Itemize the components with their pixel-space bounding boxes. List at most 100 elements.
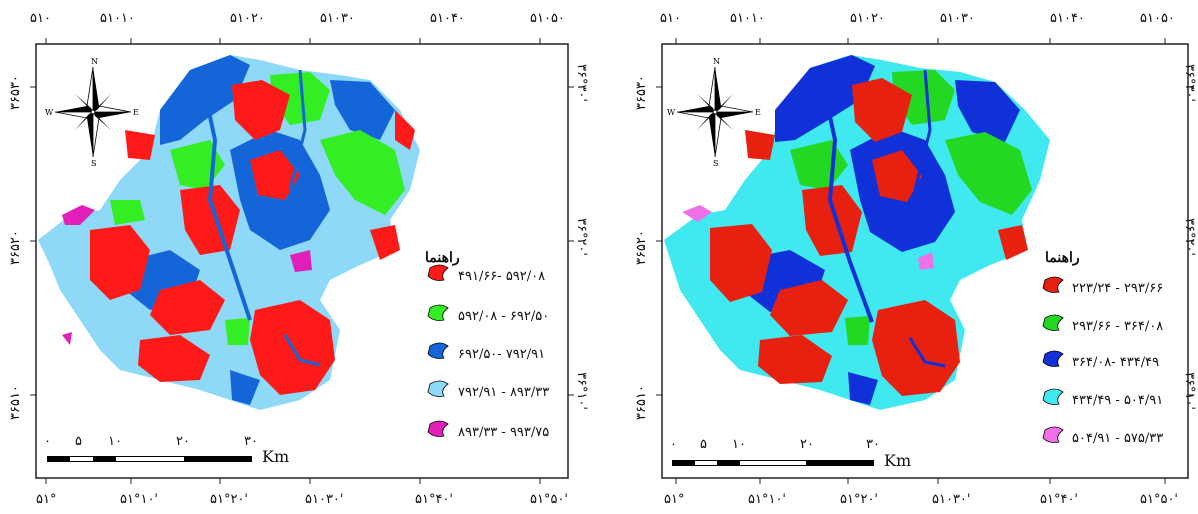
legend-title: راهنما <box>425 250 460 266</box>
class-2-area <box>845 316 870 345</box>
scale-label: ۰ <box>44 434 51 449</box>
legend-label: ۷۹۲/۹۱ - ۸۹۳/۳۳ <box>458 385 549 400</box>
coord-label: ۳۶°۳۰' <box>574 64 589 102</box>
legend-swatch <box>1042 350 1064 367</box>
legend-swatch <box>427 380 449 397</box>
map-svg-left: N S E W ۰ ۵ ۱۰ ۲۰ ۳۰ Km راهنما ۴۹۱/۶۶- ۵… <box>8 11 589 507</box>
legend-swatch <box>427 420 449 437</box>
class-5-patch <box>62 332 72 345</box>
class-1-area <box>998 225 1028 260</box>
class-1-area <box>150 280 225 335</box>
legend-item: ۴۹۱/۶۶- ۵۹۲/۰۸ <box>427 264 545 284</box>
class-1-area <box>180 185 240 255</box>
class-5-patch <box>918 252 934 270</box>
drainage-channel <box>198 69 252 321</box>
coord-label: ۳۶۵۲۰ <box>8 230 23 265</box>
class-1-area <box>758 335 832 384</box>
coord-label: ۳۶°۲۰' <box>1182 218 1197 256</box>
compass-rose: N S E W <box>45 57 139 168</box>
top-coordinate-labels: ۵۱۰ ۵۱۰۱۰ ۵۱۰۲۰ ۵۱۰۳۰ ۵۱۰۴۰ ۵۱۰۵۰ <box>660 11 1175 26</box>
map-svg-right: N S E W ۰ ۵ ۱۰ ۲۰ ۳۰ Km راهنما ۲۲۳/۲۴ - … <box>634 11 1197 507</box>
class-1-area <box>232 80 290 140</box>
class-1-area <box>745 130 775 160</box>
class-5-patch <box>682 205 712 222</box>
coord-label: ۵۱°۴۰' <box>415 492 453 507</box>
scale-unit: Km <box>262 447 289 466</box>
coord-label: ۵۱°۵۰' <box>530 492 568 507</box>
legend-swatch <box>427 342 449 359</box>
class-2-area <box>225 318 250 345</box>
scale-label: ۵ <box>700 437 707 452</box>
legend-item: ۷۹۲/۹۱ - ۸۹۳/۳۳ <box>427 380 549 400</box>
coord-label: ۵۱۰۱۰ <box>730 11 765 26</box>
drainage-channel <box>288 69 307 191</box>
coord-label: ۵۱۰۳۰' <box>932 492 971 507</box>
class-3-area <box>230 370 260 405</box>
class-1-area <box>770 280 848 336</box>
legend-item: ۶۹۲/۵۰- ۷۹۲/۹۱ <box>427 342 545 362</box>
class-2-area <box>945 132 1032 215</box>
scale-label: ۵ <box>75 434 82 449</box>
scale-label: ۳۰ <box>244 434 258 449</box>
right-coordinate-labels: ۳۶°۳۰' ۳۶°۲۰' ۳۶°۱۰' <box>574 64 589 410</box>
map-panel-right: N S E W ۰ ۵ ۱۰ ۲۰ ۳۰ Km راهنما ۲۲۳/۲۴ - … <box>620 0 1198 514</box>
coord-label: ۵۱۰۵۰ <box>1140 11 1175 26</box>
coord-label: ۵۱۰۳۰' <box>305 492 344 507</box>
legend-item: ۸۹۳/۳۳ - ۹۹۳/۷۵ <box>427 420 549 440</box>
scale-label: ۱۰ <box>732 437 746 452</box>
legend: راهنما ۴۹۱/۶۶- ۵۹۲/۰۸ ۵۹۲/۰۸ - ۶۹۲/۵۰ ۶۹… <box>425 250 549 440</box>
coord-label: ۵۱°۴۰' <box>1040 492 1078 507</box>
legend-item: ۳۶۴/۰۸- ۴۳۴/۴۹ <box>1042 350 1159 370</box>
drainage-channel <box>818 69 874 323</box>
top-coordinate-labels: ۵۱۰ ۵۱۰۱۰ ۵۱۰۲۰ ۵۱۰۳۰ ۵۱۰۴۰ ۵۱۰۵۰ <box>30 11 565 26</box>
coord-label: ۳۶۵۱۰ <box>8 385 23 420</box>
left-coordinate-labels: ۳۶۵۳۰ ۳۶۵۲۰ ۳۶۵۱۰ <box>634 75 649 420</box>
legend-label: ۵۹۲/۰۸ - ۶۹۲/۵۰ <box>458 309 549 324</box>
legend-swatch <box>427 304 449 321</box>
legend-item: ۲۲۳/۲۴ - ۲۹۳/۶۶ <box>1042 276 1163 296</box>
coord-label: ۵۱° <box>36 492 56 507</box>
class-2-area <box>110 200 145 225</box>
compass-e-label: E <box>755 108 761 117</box>
drainage-channel <box>913 69 932 191</box>
class-1-area <box>872 150 922 202</box>
coord-label: ۳۶°۳۰' <box>1182 64 1197 102</box>
coord-label: ۵۱°۱۰' <box>748 492 786 507</box>
class-1-area <box>90 225 150 300</box>
scale-label: ۳۰ <box>866 437 880 452</box>
legend-item: ۵۰۴/۹۱ - ۵۷۵/۳۳ <box>1042 426 1163 446</box>
coord-label: ۵۱°۵۰' <box>1140 492 1178 507</box>
coord-label: ۳۶۵۱۰ <box>634 385 649 420</box>
legend-label: ۲۲۳/۲۴ - ۲۹۳/۶۶ <box>1072 281 1163 296</box>
class-1-area <box>125 130 155 160</box>
scale-label: ۱۰ <box>108 434 122 449</box>
class-1-area <box>138 335 210 382</box>
class-3-area <box>330 80 395 140</box>
class-1-area <box>250 150 300 200</box>
coord-label: ۵۱° <box>664 492 684 507</box>
drainage-channel <box>283 334 321 367</box>
class-3-area <box>955 80 1020 142</box>
coord-label: ۵۱۰۳۰ <box>940 11 975 26</box>
coord-label: ۵۱°۲۰' <box>210 492 248 507</box>
compass-e-label: E <box>133 108 139 117</box>
class-1-area <box>710 224 772 302</box>
class-5-patch <box>290 250 312 272</box>
coord-label: ۵۱°۱۰' <box>120 492 158 507</box>
legend-label: ۲۹۳/۶۶ - ۳۶۴/۰۸ <box>1072 319 1163 334</box>
coord-label: ۳۶°۱۰' <box>1182 372 1197 410</box>
legend-label: ۶۹۲/۵۰- ۷۹۲/۹۱ <box>458 347 545 362</box>
frame-ticks <box>656 38 1194 484</box>
coord-label: ۵۱°۲۰' <box>840 492 878 507</box>
legend-label: ۵۰۴/۹۱ - ۵۷۵/۳۳ <box>1072 431 1163 446</box>
compass-s-label: S <box>91 159 96 168</box>
legend-title: راهنما <box>1045 250 1080 266</box>
class-3-area <box>848 372 878 405</box>
coord-label: ۵۱۰ <box>660 11 681 26</box>
legend-label: ۴۹۱/۶۶- ۵۹۲/۰۸ <box>458 269 545 284</box>
class-2-area <box>892 70 955 125</box>
legend-swatch <box>1042 276 1064 293</box>
compass-rose: N S E W <box>667 57 761 168</box>
coord-label: ۵۱۰۵۰ <box>530 11 565 26</box>
coord-label: ۳۶°۲۰' <box>574 218 589 256</box>
